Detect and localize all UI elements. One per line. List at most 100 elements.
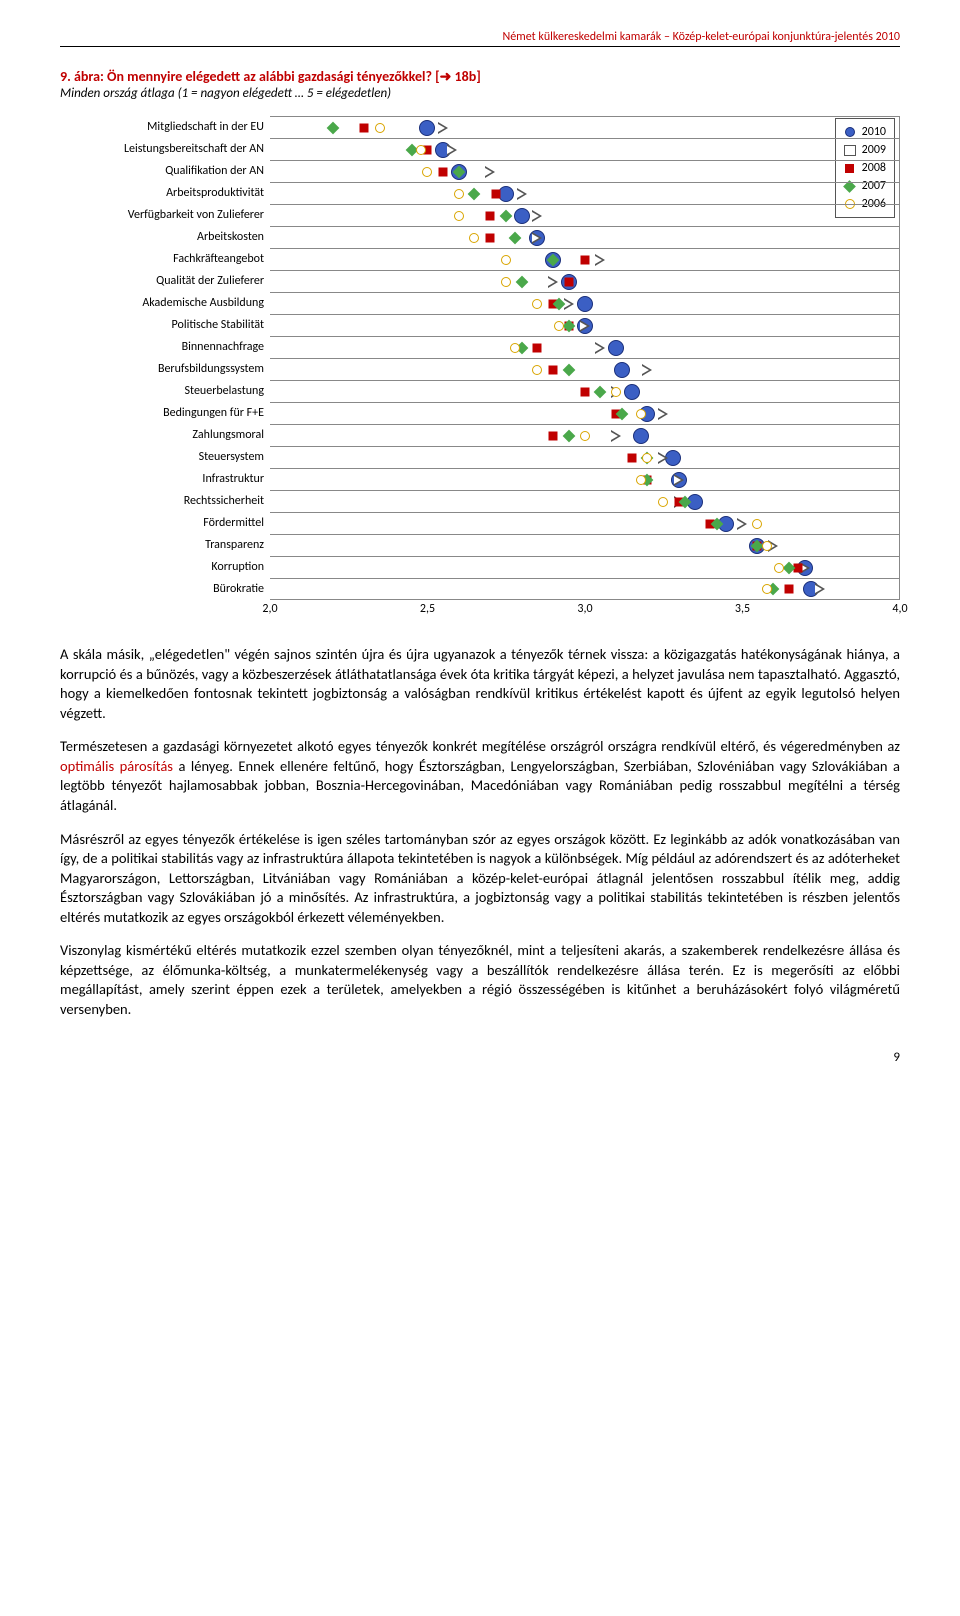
- marker-2009: [595, 254, 605, 266]
- xtick: 2,0: [262, 602, 277, 616]
- ylabel: Fördermittel: [60, 512, 270, 534]
- marker-2008: [580, 387, 589, 396]
- plot-row: [270, 578, 899, 600]
- marker-2010: [624, 384, 640, 400]
- marker-2009: [438, 122, 448, 134]
- marker-2008: [549, 365, 558, 374]
- marker-2007: [509, 231, 522, 244]
- marker-2009: [611, 430, 621, 442]
- ylabel: Arbeitsproduktivität: [60, 182, 270, 204]
- marker-2006: [580, 431, 590, 441]
- marker-2007: [594, 385, 607, 398]
- marker-2008: [627, 453, 636, 462]
- chart-xaxis: 2,02,53,03,54,0: [270, 600, 900, 620]
- chart-plot: 2010 2009 2008 2007 2006: [270, 116, 900, 600]
- xtick: 3,5: [735, 602, 750, 616]
- marker-2006: [510, 343, 520, 353]
- plot-row: [270, 556, 899, 578]
- xtick: 2,5: [420, 602, 435, 616]
- ylabel: Politische Stabilität: [60, 314, 270, 336]
- ylabel: Zahlungsmoral: [60, 424, 270, 446]
- marker-2010: [514, 208, 530, 224]
- page-header: Német külkereskedelmi kamarák – Közép-ke…: [60, 30, 900, 47]
- chart-title-line: 9. ábra: Ön mennyire elégedett az alábbi…: [60, 67, 900, 86]
- marker-2006: [658, 497, 668, 507]
- marker-2006: [416, 145, 426, 155]
- plot-row: [270, 226, 899, 248]
- marker-2010: [419, 120, 435, 136]
- plot-row: [270, 358, 899, 380]
- marker-2007: [562, 429, 575, 442]
- ylabel: Mitgliedschaft in der EU: [60, 116, 270, 138]
- marker-2008: [784, 585, 793, 594]
- marker-2009: [658, 452, 668, 464]
- marker-2008: [486, 211, 495, 220]
- ylabel: Fachkräfteangebot: [60, 248, 270, 270]
- marker-2009: [658, 408, 668, 420]
- marker-2009: [815, 583, 825, 595]
- marker-2006: [454, 189, 464, 199]
- ylabel: Leistungsbereitschaft der AN: [60, 138, 270, 160]
- marker-2006: [762, 541, 772, 551]
- plot-row: [270, 402, 899, 424]
- chart-title-suffix: [➜ 18b]: [432, 68, 481, 85]
- plot-row: [270, 292, 899, 314]
- ylabel: Rechtssicherheit: [60, 490, 270, 512]
- marker-2007: [500, 209, 513, 222]
- marker-2006: [501, 277, 511, 287]
- chart-ylabels: Mitgliedschaft in der EULeistungsbereits…: [60, 116, 270, 600]
- marker-2008: [486, 233, 495, 242]
- marker-2008: [533, 343, 542, 352]
- marker-2006: [454, 211, 464, 221]
- marker-2006: [636, 409, 646, 419]
- ylabel: Infrastruktur: [60, 468, 270, 490]
- plot-row: [270, 116, 899, 138]
- ylabel: Berufsbildungssystem: [60, 358, 270, 380]
- marker-2006: [636, 475, 646, 485]
- ylabel: Steuerbelastung: [60, 380, 270, 402]
- marker-2009: [485, 166, 495, 178]
- ylabel: Binnennachfrage: [60, 336, 270, 358]
- ylabel: Qualität der Zulieferer: [60, 270, 270, 292]
- marker-2006: [762, 584, 772, 594]
- marker-2009: [517, 188, 527, 200]
- page-number: 9: [60, 1050, 900, 1065]
- marker-2010: [608, 340, 624, 356]
- plot-row: [270, 248, 899, 270]
- plot-row: [270, 424, 899, 446]
- marker-2007: [515, 275, 528, 288]
- marker-2006: [611, 387, 621, 397]
- marker-2008: [549, 431, 558, 440]
- chart-title: Ön mennyire elégedett az alábbi gazdaság…: [107, 68, 432, 85]
- marker-2007: [562, 363, 575, 376]
- chart-subtitle: Minden ország átlaga (1 = nagyon elégede…: [60, 86, 900, 101]
- chart-title-prefix: 9. ábra:: [60, 68, 107, 85]
- xtick: 3,0: [577, 602, 592, 616]
- xtick: 4,0: [892, 602, 907, 616]
- marker-2006: [422, 167, 432, 177]
- ylabel: Steuersystem: [60, 446, 270, 468]
- marker-2009: [595, 342, 605, 354]
- plot-row: [270, 138, 899, 160]
- marker-2009: [548, 276, 558, 288]
- marker-2006: [469, 233, 479, 243]
- chart: Mitgliedschaft in der EULeistungsbereits…: [60, 116, 900, 620]
- marker-2009: [674, 474, 684, 486]
- marker-2010: [577, 296, 593, 312]
- plot-row: [270, 380, 899, 402]
- ylabel: Verfügbarkeit von Zulieferer: [60, 204, 270, 226]
- marker-2006: [554, 321, 564, 331]
- marker-2009: [532, 232, 542, 244]
- marker-2010: [614, 362, 630, 378]
- body-paragraph: A skála másik, „elégedetlen" végén sajno…: [60, 645, 900, 723]
- marker-2006: [752, 519, 762, 529]
- marker-2006: [375, 123, 385, 133]
- plot-row: [270, 336, 899, 358]
- marker-2006: [774, 563, 784, 573]
- marker-2008: [360, 123, 369, 132]
- ylabel: Arbeitskosten: [60, 226, 270, 248]
- marker-2006: [532, 365, 542, 375]
- plot-row: [270, 468, 899, 490]
- ylabel: Bürokratie: [60, 578, 270, 600]
- marker-2006: [642, 453, 652, 463]
